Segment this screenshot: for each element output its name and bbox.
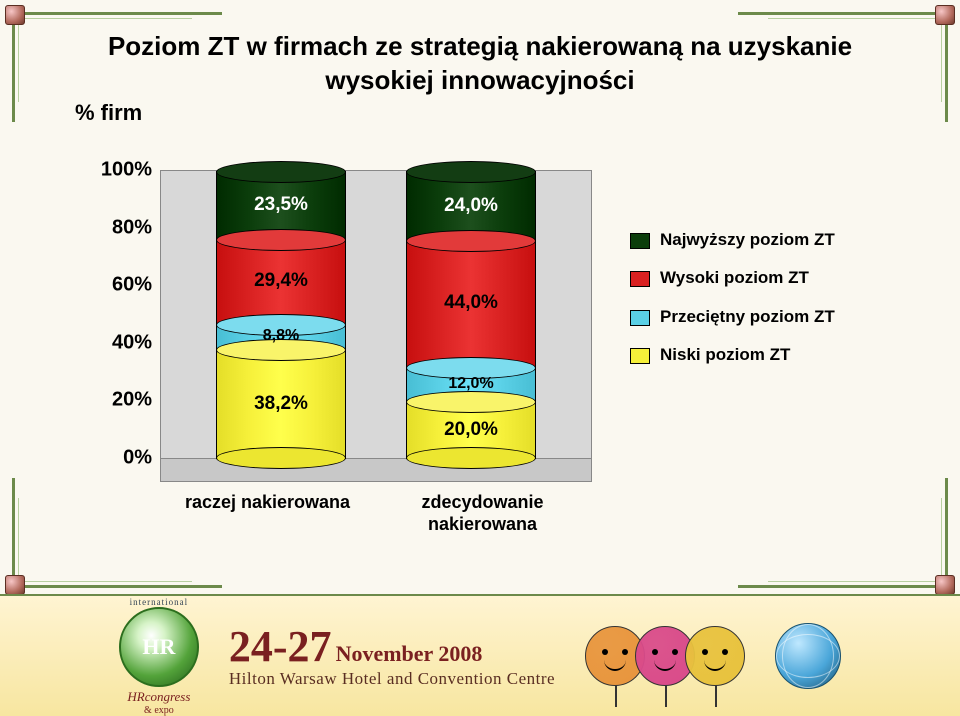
- dates-month: November 2008: [336, 641, 483, 666]
- bar-value-label: 38,2%: [216, 393, 346, 415]
- bar-segment: 38,2%: [216, 349, 346, 459]
- bar-value-label: 12,0%: [406, 375, 536, 393]
- globe-icon: [775, 623, 841, 689]
- bar-value-label: 8,8%: [216, 327, 346, 345]
- y-axis-caption: % firm: [75, 100, 142, 126]
- bar-value-label: 20,0%: [406, 419, 536, 441]
- logo-label: HRcongress: [127, 689, 190, 704]
- logo-sub: & expo: [144, 705, 174, 716]
- bar-segment: 29,4%: [216, 239, 346, 324]
- bar-value-label: 23,5%: [216, 194, 346, 216]
- logo-circle-icon: HR: [119, 607, 199, 687]
- slide: Poziom ZT w firmach ze strategią nakiero…: [0, 0, 960, 716]
- bar-0: 38,2% 8,8% 29,4% 23,5%: [216, 171, 346, 459]
- logo-tag: international: [130, 597, 188, 607]
- bar-value-label: 24,0%: [406, 195, 536, 217]
- legend-label: Przeciętny poziom ZT: [660, 307, 835, 327]
- legend-item: Niski poziom ZT: [630, 345, 870, 365]
- bar-segment: 20,0%: [406, 401, 536, 459]
- legend-item: Najwyższy poziom ZT: [630, 230, 870, 250]
- event-dates: 24-27 November 2008 Hilton Warsaw Hotel …: [229, 624, 555, 688]
- legend-label: Najwyższy poziom ZT: [660, 230, 835, 250]
- bar-value-label: 29,4%: [216, 270, 346, 292]
- legend-swatch: [630, 233, 650, 249]
- y-tick: 20%: [70, 389, 152, 412]
- y-tick: 40%: [70, 331, 152, 354]
- y-axis-ticks: 0%20%40%60%80%100%: [70, 170, 160, 480]
- legend: Najwyższy poziom ZT Wysoki poziom ZT Przec…: [630, 230, 870, 384]
- legend-swatch: [630, 271, 650, 287]
- bar-value-label: 44,0%: [406, 292, 536, 314]
- x-category-label: zdecydowanie nakierowana: [375, 492, 590, 535]
- bar-1: 20,0% 12,0% 44,0% 24,0%: [406, 171, 536, 459]
- chart-title: Poziom ZT w firmach ze strategią nakiero…: [80, 30, 880, 98]
- footer-band: international HR HRcongress & expo 24-27…: [0, 594, 960, 716]
- y-tick: 0%: [70, 447, 152, 470]
- title-block: Poziom ZT w firmach ze strategią nakiero…: [80, 30, 880, 98]
- y-tick: 80%: [70, 216, 152, 239]
- legend-swatch: [630, 310, 650, 326]
- faces-illustration: [585, 626, 745, 686]
- legend-item: Wysoki poziom ZT: [630, 268, 870, 288]
- plot-area: 38,2% 8,8% 29,4% 23,5% 20,0% 12,0% 44,0% 24,0%: [160, 170, 592, 482]
- y-tick: 100%: [70, 159, 152, 182]
- legend-swatch: [630, 348, 650, 364]
- x-category-label: raczej nakierowana: [160, 492, 375, 535]
- dates-big: 24-27: [229, 622, 332, 671]
- x-axis-labels: raczej nakierowanazdecydowanie nakierowa…: [160, 492, 590, 535]
- bar-segment: 8,8%: [216, 324, 346, 349]
- hrcongress-logo: international HR HRcongress & expo: [119, 597, 199, 716]
- legend-label: Niski poziom ZT: [660, 345, 790, 365]
- chart-area: 0%20%40%60%80%100% 38,2%8,8%29,4%23,5%20…: [70, 170, 890, 540]
- bar-segment: 44,0%: [406, 240, 536, 367]
- venue-text: Hilton Warsaw Hotel and Convention Centr…: [229, 670, 555, 688]
- face-icon: [685, 626, 745, 686]
- y-tick: 60%: [70, 274, 152, 297]
- legend-label: Wysoki poziom ZT: [660, 268, 809, 288]
- legend-item: Przeciętny poziom ZT: [630, 307, 870, 327]
